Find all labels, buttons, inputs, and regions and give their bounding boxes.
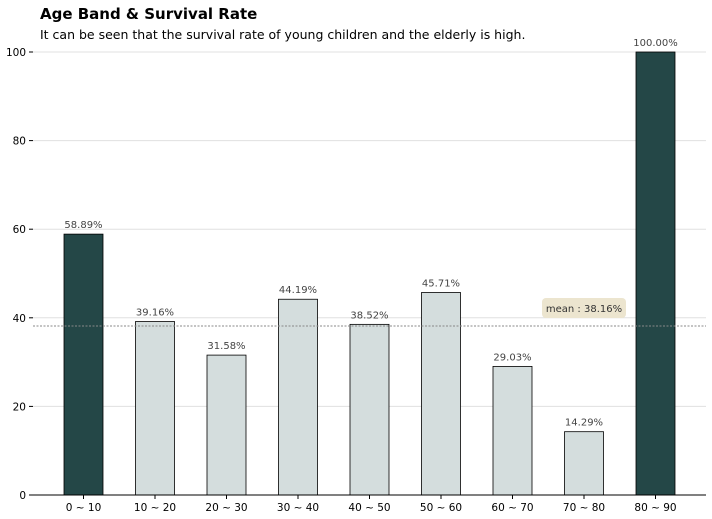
x-tick-label-3: 20 ~ 30 xyxy=(205,502,247,514)
mean-annotation-label: mean : 38.16% xyxy=(546,304,622,315)
bar-5 xyxy=(349,323,390,496)
x-tick-label-9: 80 ~ 90 xyxy=(634,502,676,514)
y-tick-label: 100 xyxy=(6,47,26,59)
data-label-2: 39.16% xyxy=(136,308,174,319)
data-label-6: 45.71% xyxy=(422,279,460,290)
y-tick-label: 20 xyxy=(13,401,26,413)
bar-8 xyxy=(564,431,604,496)
y-tick-label: 60 xyxy=(13,224,26,236)
x-tick-label-8: 70 ~ 80 xyxy=(563,502,605,514)
data-label-5: 38.52% xyxy=(350,310,388,321)
bar-3 xyxy=(206,354,247,496)
data-label-4: 44.19% xyxy=(279,285,317,296)
data-label-1: 58.89% xyxy=(64,220,102,231)
chart-subtitle: It can be seen that the survival rate of… xyxy=(40,27,526,42)
bar-1 xyxy=(63,233,104,496)
bar-2 xyxy=(135,321,175,496)
x-tick-label-2: 10 ~ 20 xyxy=(134,502,176,514)
y-tick-label: 80 xyxy=(13,136,26,148)
x-tick-label-4: 30 ~ 40 xyxy=(277,502,319,514)
x-tick-label-6: 50 ~ 60 xyxy=(420,502,462,514)
bar-4 xyxy=(278,298,318,496)
chart-title: Age Band & Survival Rate xyxy=(40,5,258,23)
bar-7 xyxy=(492,365,533,496)
bar-9 xyxy=(635,51,676,496)
x-tick-label-7: 60 ~ 70 xyxy=(491,502,533,514)
data-label-7: 29.03% xyxy=(493,352,531,363)
mean-annotation-box xyxy=(542,298,626,318)
x-tick-label-5: 40 ~ 50 xyxy=(348,502,390,514)
y-tick-label: 40 xyxy=(13,313,26,325)
bar-6 xyxy=(421,292,461,496)
y-tick-label: 0 xyxy=(19,490,26,502)
data-label-9: 100.00% xyxy=(633,38,678,49)
data-label-8: 14.29% xyxy=(565,418,603,429)
x-tick-label-1: 0 ~ 10 xyxy=(66,502,102,514)
data-label-3: 31.58% xyxy=(207,341,245,352)
